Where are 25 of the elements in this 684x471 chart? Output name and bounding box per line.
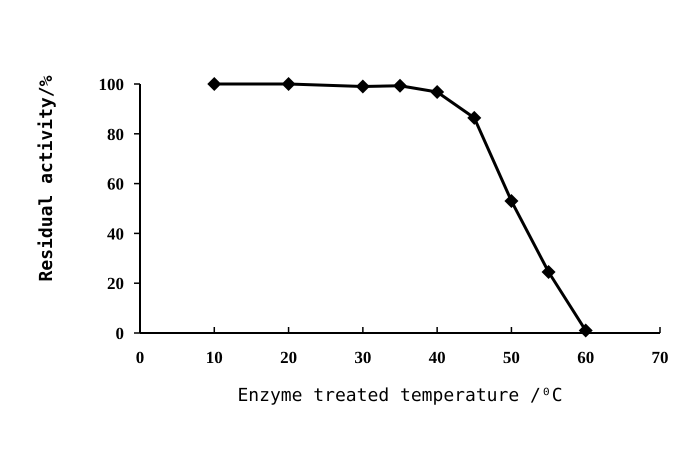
y-tick-label: 0 [116,324,124,343]
point [467,110,482,125]
point [356,79,370,94]
x-tick-label: 40 [428,348,446,367]
y-tick-label: 40 [107,224,124,244]
y-tick-label: 60 [107,174,124,194]
y-tick-label: 100 [98,74,124,94]
x-tick-label: 20 [280,348,298,367]
x-axis-title: Enzyme treated temperature /⁰C [237,385,563,406]
y-axis-title: Residual activity/% [36,75,57,282]
x-tick-label: 70 [652,348,668,367]
point [207,77,222,91]
point [282,77,296,91]
x-tick-label: 30 [354,348,372,367]
point [504,194,518,208]
y-tick-label: 80 [107,124,124,144]
x-tick-label: 60 [577,348,594,367]
point [430,84,444,99]
x-tick-label: 0 [136,348,144,367]
y-tick-label: 20 [107,274,124,294]
point [393,78,407,93]
point [578,324,593,338]
point [542,264,556,279]
x-tick-label: 10 [206,348,223,367]
x-tick-label: 50 [502,348,520,367]
